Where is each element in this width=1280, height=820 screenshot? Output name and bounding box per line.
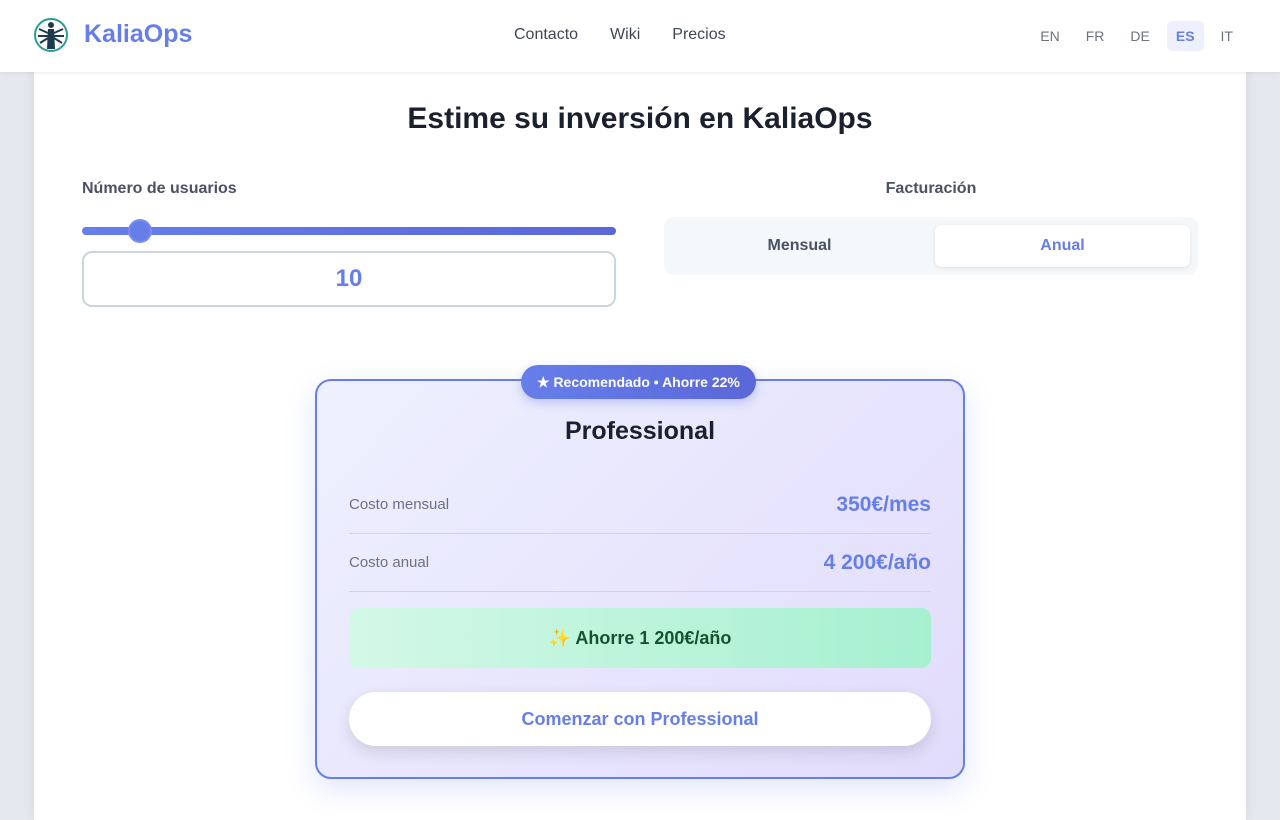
recommended-badge: ★ Recomendado • Ahorre 22% [521, 365, 756, 399]
monthly-cost-value: 350€/mes [836, 492, 931, 516]
annual-cost-label: Costo anual [349, 554, 430, 571]
header: KaliaOps Contacto Wiki Precios EN FR DE … [0, 0, 1280, 72]
billing-toggle: Mensual Anual [664, 217, 1198, 275]
billing-monthly-button[interactable]: Mensual [767, 237, 832, 254]
billing-label: Facturación [885, 180, 977, 197]
users-input[interactable] [82, 251, 616, 307]
users-slider-track[interactable] [82, 227, 616, 235]
users-label: Número de usuarios [82, 180, 237, 197]
start-professional-button[interactable]: Comenzar con Professional [349, 692, 931, 746]
plan-name: Professional [564, 417, 716, 445]
annual-cost-row: Costo anual 4 200€/año [349, 534, 931, 592]
lang-de[interactable]: DE [1130, 28, 1150, 44]
page-title: Estime su inversión en KaliaOps [407, 102, 873, 135]
lang-en[interactable]: EN [1040, 28, 1060, 44]
nav-precios[interactable]: Precios [672, 26, 726, 43]
savings-banner: ✨ Ahorre 1 200€/año [349, 608, 931, 668]
main-nav: Contacto Wiki Precios [514, 26, 726, 44]
lang-it[interactable]: IT [1220, 28, 1233, 44]
brand-name[interactable]: KaliaOps [84, 20, 193, 48]
calculator-panel: Estime su inversión en KaliaOps Número d… [34, 60, 1246, 820]
logo-icon[interactable] [33, 17, 69, 53]
billing-annual-button[interactable]: Anual [935, 225, 1190, 267]
lang-es[interactable]: ES [1166, 21, 1204, 51]
monthly-cost-label: Costo mensual [349, 496, 450, 513]
users-slider-thumb[interactable] [128, 219, 152, 243]
annual-cost-value: 4 200€/año [823, 550, 931, 574]
nav-wiki[interactable]: Wiki [610, 26, 641, 43]
nav-contacto[interactable]: Contacto [514, 26, 579, 43]
language-switcher: EN FR DE ES IT [1031, 21, 1242, 51]
plan-card: Professional Costo mensual 350€/mes Cost… [315, 379, 965, 779]
monthly-cost-row: Costo mensual 350€/mes [349, 476, 931, 534]
lang-fr[interactable]: FR [1085, 28, 1105, 44]
